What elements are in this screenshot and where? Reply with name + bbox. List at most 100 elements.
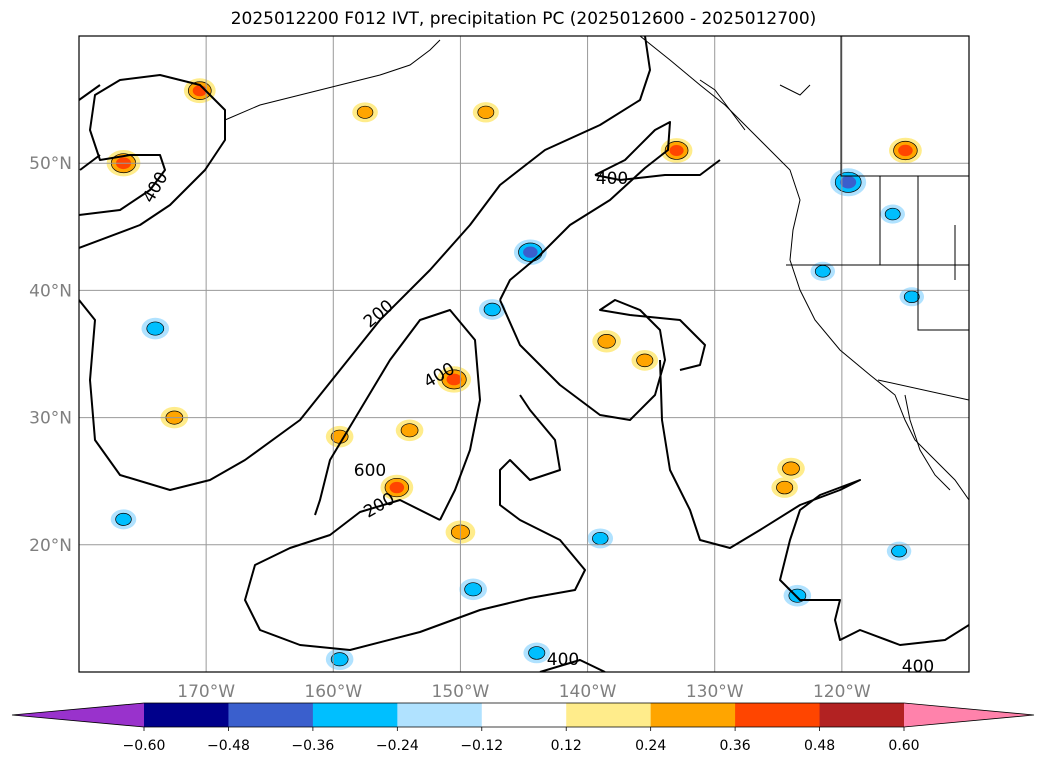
coastline [779, 84, 811, 96]
contour-label: 400 [596, 169, 628, 189]
ivt-contours [79, 36, 969, 672]
precip-band [636, 353, 653, 367]
colorbar-segment [819, 703, 905, 727]
precip-outline [782, 461, 800, 476]
lat-tick-label: 20°N [29, 536, 72, 556]
axis-ticks: 20°N 30°N 40°N 50°N 170°W 160°W 150°W 140°W 130°… [29, 154, 871, 702]
precip-outline [384, 477, 410, 498]
lat-tick-label: 50°N [29, 154, 72, 174]
coastline [917, 176, 969, 331]
precip-feature [325, 648, 354, 671]
precip-outline [483, 302, 501, 317]
precip-outline [636, 353, 654, 368]
colorbar-segment [144, 703, 229, 727]
precip-outline [893, 140, 918, 161]
precip-feature [110, 509, 137, 530]
contour-label: 600 [354, 461, 386, 481]
precip-band [477, 106, 494, 119]
colorbar-segment [735, 703, 821, 727]
precip-band [898, 144, 913, 157]
colorbar-segment [397, 703, 483, 727]
coastline [877, 379, 969, 401]
precip-feature [587, 528, 614, 549]
precip-band [782, 461, 800, 476]
precip-fill-layer [106, 78, 925, 671]
precip-band [484, 303, 501, 316]
precip-band [815, 265, 831, 278]
colorbar-tick-label: −0.36 [291, 738, 334, 754]
precip-feature [395, 419, 424, 442]
colorbar: −0.60 −0.48 −0.36 −0.24 −0.12 0.12 0.24 0.36 0.4… [11, 702, 1035, 754]
contour-label: 400 [547, 650, 579, 670]
precip-feature [141, 317, 170, 340]
colorbar-tick-label: −0.12 [460, 738, 503, 754]
contour-label: 400 [902, 657, 934, 677]
ivt-contour [539, 659, 606, 672]
precip-band [331, 430, 349, 444]
colorbar-tick-label: 0.24 [635, 738, 666, 754]
precip-outline [477, 105, 495, 119]
precip-outline [664, 141, 689, 160]
precip-band [389, 481, 405, 494]
ivt-contour [79, 74, 226, 249]
ivt-contour [79, 36, 651, 491]
precip-band [528, 646, 545, 660]
ivt-contour [314, 309, 481, 521]
ivt-contour [499, 299, 706, 421]
precip-band [401, 423, 419, 437]
colorbar-tick-label: −0.24 [376, 738, 419, 754]
coastline [699, 79, 746, 131]
precip-band [331, 652, 349, 666]
precip-feature [513, 239, 547, 266]
coastline [840, 36, 969, 177]
map-frame [78, 35, 970, 673]
precip-feature [660, 138, 693, 163]
precip-feature [459, 578, 487, 601]
precip-feature [592, 330, 621, 353]
precip-band [597, 334, 616, 349]
colorbar-extend-max [904, 703, 1034, 727]
precip-outline [528, 646, 546, 660]
lon-tick-label: 170°W [177, 682, 235, 702]
precip-outline [400, 423, 419, 438]
colorbar-segment [228, 703, 314, 727]
colorbar-tick-label: −0.60 [123, 738, 166, 754]
ivt-contour [499, 121, 671, 301]
colorbar-tick-label: 0.36 [720, 738, 751, 754]
contour-label: 400 [139, 168, 173, 206]
lat-tick-label: 40°N [29, 281, 72, 301]
colorbar-tick-label: 0.12 [551, 738, 582, 754]
precip-outline [146, 321, 165, 336]
precip-band [669, 144, 684, 156]
lon-tick-label: 120°W [813, 682, 871, 702]
colorbar-tick-label: 0.60 [888, 738, 919, 754]
ivt-contour [659, 359, 969, 646]
lon-tick-label: 130°W [686, 682, 744, 702]
precip-band [592, 532, 609, 545]
colorbar-segment [650, 703, 736, 727]
precip-feature [472, 102, 499, 123]
precip-band [904, 290, 920, 303]
coastline-layer [224, 36, 969, 501]
precip-feature [380, 474, 414, 501]
precip-band [446, 373, 462, 386]
colorbar-segment [566, 703, 652, 727]
precip-outline [330, 652, 349, 667]
colorbar-segment [481, 703, 567, 727]
precip-band [523, 246, 538, 258]
precip-outline [884, 207, 901, 221]
precip-outline [441, 369, 467, 390]
precip-feature [771, 477, 798, 498]
colorbar-tick-label: 0.48 [804, 738, 835, 754]
precip-band [357, 106, 373, 119]
precip-band [776, 481, 793, 494]
precip-band [146, 321, 164, 336]
precip-feature [352, 102, 378, 123]
precip-outline [788, 588, 807, 603]
precip-band [891, 545, 907, 558]
ivt-contour [244, 394, 586, 651]
contour-label: 200 [360, 296, 398, 332]
precip-outline [597, 334, 616, 349]
precip-outline [464, 582, 482, 597]
